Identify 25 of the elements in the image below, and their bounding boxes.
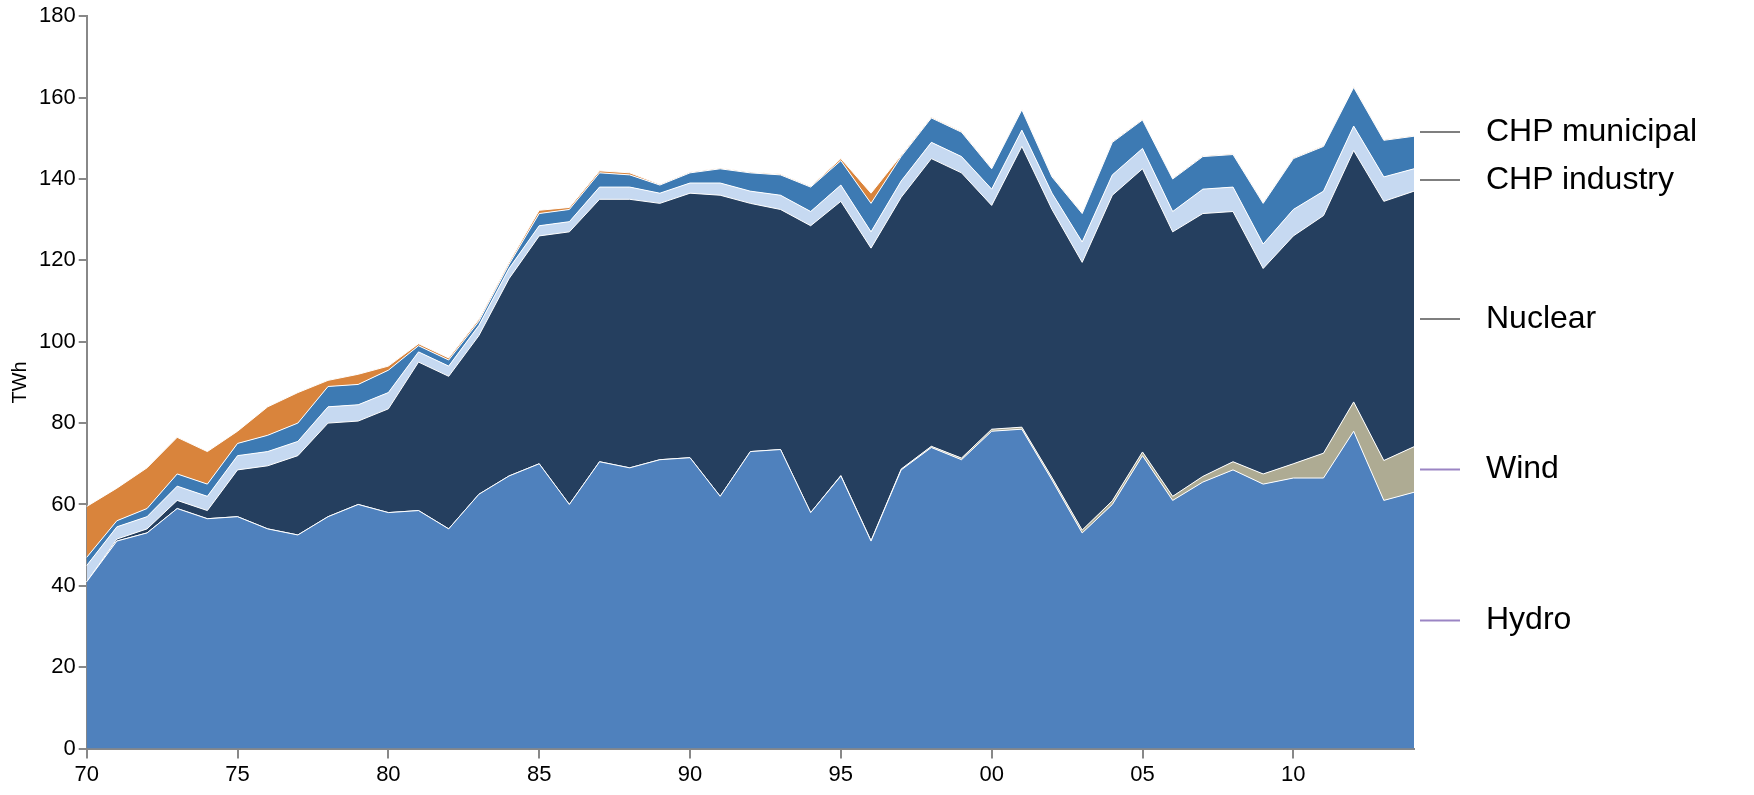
y-tick-label: 20 [51,653,76,679]
x-tick-label: 85 [526,760,552,786]
y-tick-label: 0 [63,734,76,760]
x-tick-label: 05 [1130,760,1155,786]
x-tick-label: 80 [376,760,401,786]
x-tick-label: 75 [225,760,250,786]
y-tick-label: 140 [38,165,76,191]
text: Wind [1486,449,1559,486]
text: CHP industry [1486,159,1674,196]
x-tick-label: 00 [979,760,1004,786]
y-tick-label: 60 [51,490,76,516]
y-tick-label: 120 [38,246,76,272]
x-tick-label: 10 [1281,760,1306,786]
y-tick-label: 180 [38,2,76,28]
y-tick-label: 40 [51,571,76,597]
y-axis-title: TWh [7,361,30,404]
x-tick-label: 95 [828,760,854,786]
text: CHP municipal [1486,111,1698,148]
text: Nuclear [1486,298,1597,335]
x-tick-label: 70 [74,760,99,786]
y-tick-label: 160 [38,83,76,109]
y-tick-label: 100 [38,327,76,353]
x-tick-label: 90 [677,760,703,786]
text: Hydro [1486,600,1572,637]
y-tick-label: 80 [51,409,76,435]
